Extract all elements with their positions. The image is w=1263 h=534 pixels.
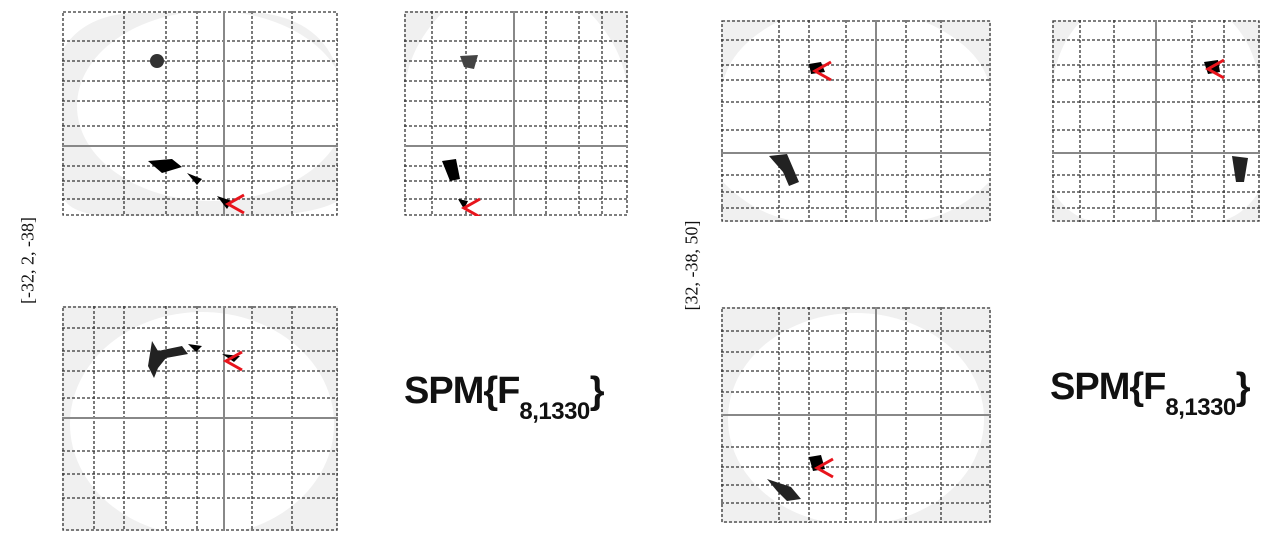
right-coordinate-label: [32, -38, 50] bbox=[681, 220, 702, 311]
left-coronal-svg bbox=[404, 11, 628, 216]
right-statistic-label: SPM{F8,1330} bbox=[1050, 366, 1251, 421]
stat-subscript: 8,1330 bbox=[519, 398, 590, 425]
activation-blobs bbox=[148, 54, 232, 209]
right-axial-view bbox=[721, 307, 991, 523]
right-coronal-svg bbox=[1052, 20, 1260, 222]
brain-outline bbox=[404, 11, 628, 101]
activation-blobs bbox=[1204, 60, 1248, 182]
left-coronal-view bbox=[404, 11, 628, 216]
left-axial-view bbox=[62, 306, 338, 531]
left-sagittal-view bbox=[62, 11, 338, 216]
left-sagittal-svg bbox=[62, 11, 338, 216]
marker bbox=[222, 350, 243, 372]
stat-prefix: SPM{F bbox=[404, 370, 520, 412]
marker bbox=[224, 193, 245, 215]
marker bbox=[460, 197, 481, 216]
right-sagittal-view bbox=[721, 20, 991, 222]
stat-suffix: } bbox=[1235, 366, 1251, 408]
marker bbox=[1204, 58, 1225, 80]
left-statistic-label: SPM{F8,1330} bbox=[404, 370, 605, 425]
marker bbox=[811, 60, 832, 82]
stat-subscript: 8,1330 bbox=[1165, 394, 1236, 421]
marker bbox=[813, 457, 834, 479]
right-sagittal-svg bbox=[721, 20, 991, 222]
right-axial-svg bbox=[721, 307, 991, 523]
stat-prefix: SPM{F bbox=[1050, 366, 1166, 408]
activation-blobs bbox=[442, 55, 478, 209]
left-axial-svg bbox=[62, 306, 338, 531]
right-coronal-view bbox=[1052, 20, 1260, 222]
stat-suffix: } bbox=[589, 370, 605, 412]
